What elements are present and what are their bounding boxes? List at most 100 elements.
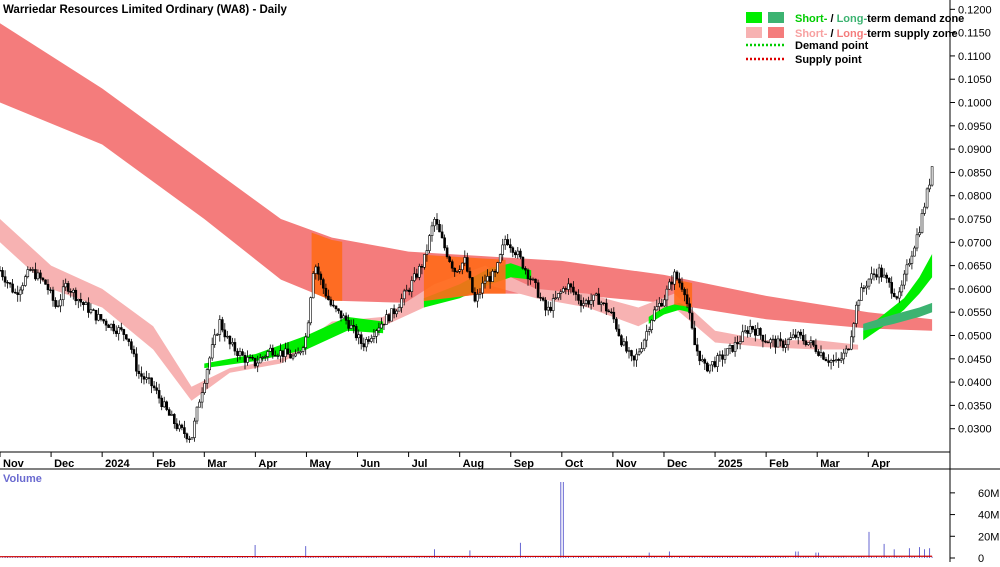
candle-body: [896, 297, 898, 299]
candle-body: [201, 393, 203, 402]
candle-body: [466, 258, 468, 272]
candle-body: [373, 336, 375, 338]
candle-body: [860, 288, 862, 301]
candle-body: [380, 324, 382, 328]
candle-body: [671, 282, 673, 284]
candle-body: [828, 361, 830, 363]
candle-body: [388, 315, 390, 321]
candle-body: [254, 358, 256, 366]
candle-body: [211, 345, 213, 358]
candle-body: [651, 320, 653, 329]
legend-swatch-short-demand: [746, 12, 762, 23]
y-tick-label: 0.0400: [958, 377, 992, 389]
candle-body: [674, 272, 676, 284]
candle-body: [668, 282, 670, 289]
y-tick-label: 0.0300: [958, 424, 992, 436]
candle-body: [631, 351, 633, 356]
candle-body: [416, 274, 418, 278]
x-tick-label: Feb: [156, 458, 176, 470]
candle-body: [886, 275, 888, 278]
y-tick-label: 0.0850: [958, 167, 992, 179]
candle-body: [338, 309, 340, 311]
candle-body: [709, 365, 711, 371]
candle-body: [52, 290, 54, 301]
candle-body: [105, 321, 107, 325]
candle-body: [454, 268, 456, 272]
candle-body: [603, 303, 605, 304]
candle-body: [921, 213, 923, 232]
candle-body: [115, 331, 117, 334]
y-tick-label: 0.0700: [958, 237, 992, 249]
candle-body: [815, 345, 817, 352]
candle-body: [853, 324, 855, 337]
candle-body: [759, 328, 761, 335]
candle-body: [557, 294, 559, 298]
candle-body: [439, 224, 441, 232]
candle-body: [729, 345, 731, 348]
candle-body: [226, 336, 228, 337]
candle-body: [532, 279, 534, 280]
x-tick-label: Jun: [361, 458, 381, 470]
candle-body: [550, 307, 552, 310]
candle-body: [287, 349, 289, 354]
candle-body: [764, 341, 766, 342]
candle-body: [795, 335, 797, 338]
candle-body: [259, 358, 261, 363]
candle-body: [476, 294, 478, 301]
candle-body: [901, 285, 903, 292]
candle-body: [221, 320, 223, 330]
candle-body: [567, 284, 569, 290]
candle-body: [62, 287, 64, 300]
candle-body: [244, 355, 246, 362]
y-tick-label: 0.0450: [958, 354, 992, 366]
x-tick-label: Mar: [207, 458, 227, 470]
candle-body: [146, 378, 148, 380]
candle-body: [247, 357, 249, 362]
candle-body: [916, 235, 918, 248]
candle-body: [348, 320, 350, 328]
candle-body: [284, 349, 286, 357]
candle-body: [552, 299, 554, 311]
candle-body: [714, 362, 716, 367]
candle-body: [408, 290, 410, 292]
y-tick-label: 0.1150: [958, 28, 991, 40]
candle-body: [350, 325, 352, 328]
candle-body: [812, 341, 814, 345]
candle-body: [653, 310, 655, 320]
candle-body: [855, 305, 857, 323]
candle-body: [153, 386, 155, 388]
x-tick-label: Jul: [412, 458, 428, 470]
candle-body: [130, 342, 132, 350]
candle-body: [27, 270, 29, 277]
candle-body: [375, 331, 377, 337]
candle-body: [623, 342, 625, 345]
candle-body: [676, 272, 678, 279]
x-tick-label: Sep: [514, 458, 534, 470]
candle-body: [648, 330, 650, 332]
y-tick-label: 0.0350: [958, 400, 992, 412]
candle-body: [444, 238, 446, 248]
candle-body: [310, 298, 312, 323]
candle-body: [391, 309, 393, 321]
y-tick-label: 0.1000: [958, 98, 992, 110]
candle-body: [411, 281, 413, 292]
candle-body: [792, 335, 794, 338]
candle-body: [307, 323, 309, 337]
candle-body: [320, 274, 322, 280]
candle-body: [656, 307, 658, 310]
candle-body: [22, 286, 24, 291]
candle-body: [143, 377, 145, 380]
candle-body: [840, 359, 842, 361]
candle-body: [363, 344, 365, 347]
candle-body: [805, 341, 807, 345]
candle-body: [820, 353, 822, 356]
candle-body: [194, 421, 196, 438]
candle-body: [34, 270, 36, 279]
candle-body: [615, 319, 617, 329]
candle-body: [269, 348, 271, 351]
candle-body: [279, 351, 281, 356]
candle-body: [156, 388, 158, 391]
candle-body: [482, 283, 484, 293]
candle-body: [123, 329, 125, 334]
candle-body: [547, 307, 549, 310]
